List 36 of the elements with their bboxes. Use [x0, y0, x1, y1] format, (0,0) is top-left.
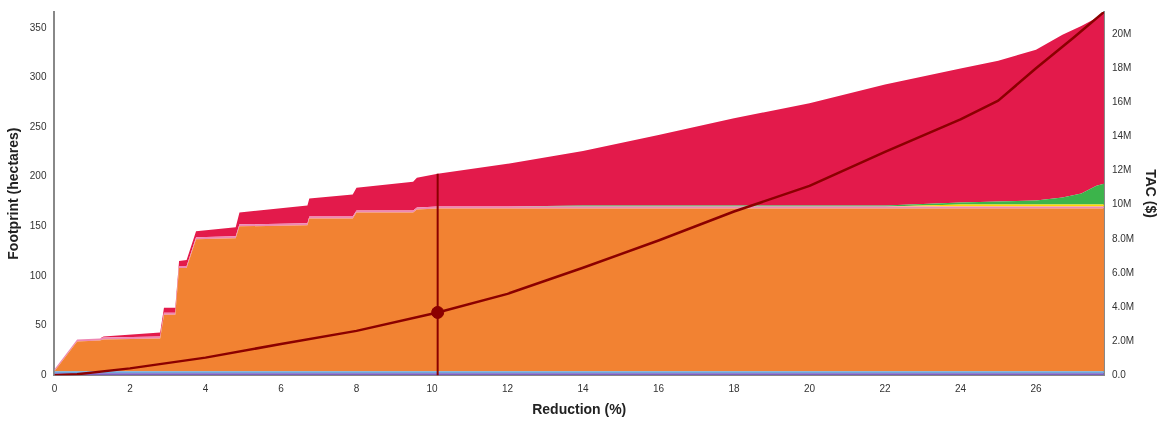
y-tick-label: 250 [29, 120, 47, 132]
x-tick-label: 6 [278, 382, 285, 394]
x-tick-label: 24 [954, 382, 967, 394]
x-tick-label: 26 [1030, 382, 1043, 394]
y-axis-title: Footprint (hectares) [5, 127, 22, 260]
y2-tick-label: 12M [1111, 164, 1132, 176]
x-tick-label: 8 [353, 382, 360, 394]
y2-tick-label: 16M [1111, 96, 1132, 108]
y2-tick-label: 18M [1111, 62, 1132, 74]
y2-tick-label: 20M [1111, 27, 1132, 39]
x-tick-label: 20 [803, 382, 816, 394]
y-tick-label: 300 [29, 71, 47, 83]
x-tick-label: 2 [127, 382, 134, 394]
x-tick-label: 18 [728, 382, 741, 394]
x-tick-label: 12 [501, 382, 514, 394]
x-tick-label: 16 [652, 382, 665, 394]
y2-tick-label: 10M [1111, 198, 1132, 210]
y2-tick-label: 2.0M [1111, 334, 1135, 346]
y-tick-label: 0 [40, 368, 47, 380]
x-tick-label: 14 [577, 382, 589, 394]
y2-axis-title: TAC ($) [1142, 169, 1159, 218]
y-tick-label: 150 [29, 220, 47, 232]
y2-tick-label: 0.0 [1111, 368, 1127, 380]
y-tick-label: 50 [35, 319, 47, 331]
x-tick-label: 0 [51, 382, 58, 394]
y2-tick-label: 4.0M [1111, 300, 1135, 312]
x-tick-label: 22 [879, 382, 892, 394]
x-tick-label: 10 [426, 382, 438, 394]
x-tick-label: 4 [202, 382, 209, 394]
y2-tick-label: 8.0M [1111, 232, 1135, 244]
y-tick-label: 200 [29, 170, 47, 182]
y2-tick-label: 14M [1111, 130, 1132, 142]
y-tick-label: 100 [29, 269, 47, 281]
y2-tick-label: 6.0M [1111, 266, 1135, 278]
x-axis-title: Reduction (%) [532, 401, 627, 418]
y-tick-label: 350 [29, 21, 47, 33]
